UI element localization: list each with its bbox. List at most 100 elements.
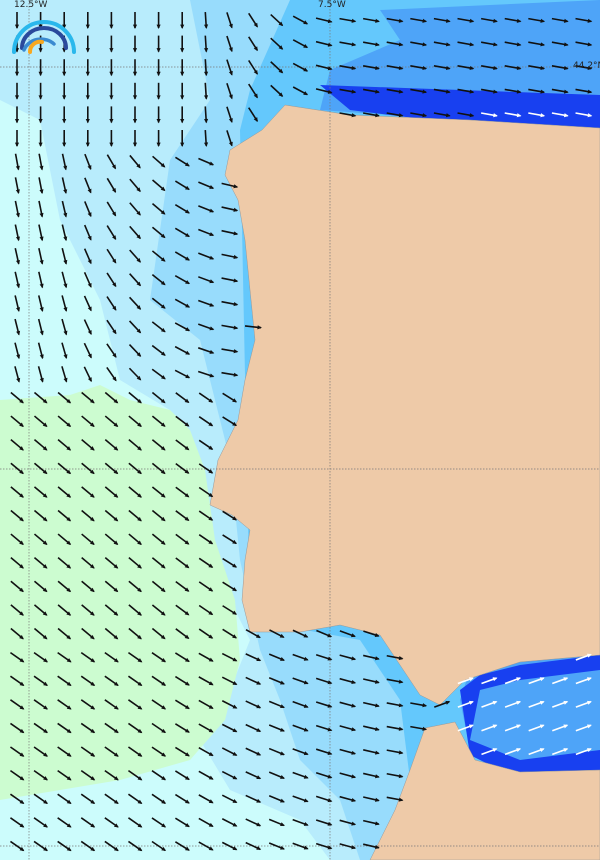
lat-label-top: 44.2°N [573,61,600,71]
wind-direction-arrow-icon [127,769,143,781]
wind-direction-arrow-icon [339,630,356,638]
wind-direction-arrow-icon [180,106,185,124]
wind-direction-arrow-icon [410,702,428,708]
wind-direction-arrow-icon [151,273,166,286]
wind-direction-arrow-icon [528,748,545,756]
wind-direction-arrow-icon [128,533,142,545]
wind-direction-arrow-icon [292,748,309,756]
wind-direction-arrow-icon [226,106,233,123]
wind-direction-arrow-icon [575,748,592,756]
wind-direction-arrow-icon [457,724,474,732]
wind-direction-arrow-icon [128,580,142,593]
wind-direction-arrow-icon [61,248,68,265]
wind-direction-arrow-icon [156,130,161,147]
wind-direction-arrow-icon [14,12,20,29]
wind-direction-arrow-icon [386,41,404,47]
wind-direction-arrow-icon [106,296,117,311]
wind-direction-arrow-icon [221,676,238,686]
wind-direction-arrow-icon [198,252,215,260]
wind-direction-arrow-icon [175,557,190,569]
wind-direction-arrow-icon [315,17,333,24]
wind-direction-arrow-icon [175,486,190,498]
wind-direction-arrow-icon [204,35,209,53]
wind-direction-arrow-icon [151,226,166,239]
wind-direction-arrow-icon [504,88,522,94]
wind-direction-arrow-icon [57,604,72,616]
wind-direction-arrow-icon [33,769,48,781]
wind-direction-arrow-icon [10,627,24,640]
wind-direction-arrow-icon [128,462,142,475]
wind-direction-arrow-icon [551,112,569,118]
wind-direction-arrow-icon [575,88,593,94]
wind-direction-arrow-icon [128,604,142,616]
wind-direction-arrow-icon [504,677,522,685]
wind-direction-arrow-icon [174,817,190,828]
wind-direction-arrow-icon [504,41,522,47]
wind-direction-arrow-icon [292,795,309,803]
wind-direction-arrow-icon [204,11,209,29]
wind-direction-arrow-icon [198,557,214,568]
wind-direction-arrow-icon [386,678,404,684]
wind-direction-arrow-icon [268,747,285,756]
wind-direction-arrow-icon [151,793,167,804]
wind-direction-arrow-icon [175,533,190,545]
wind-direction-arrow-icon [151,203,166,215]
wind-direction-arrow-icon [57,627,72,640]
wind-direction-arrow-icon [204,82,209,100]
wind-direction-arrow-icon [245,628,261,639]
wind-direction-arrow-icon [198,794,214,804]
wind-direction-arrow-icon [528,724,545,732]
wind-direction-arrow-icon [104,699,119,710]
wind-direction-arrow-icon [57,722,72,734]
wind-direction-arrow-icon [339,17,357,23]
wind-direction-arrow-icon [10,509,24,522]
wind-direction-arrow-icon [339,65,357,71]
wind-direction-arrow-icon [38,248,44,265]
wind-direction-arrow-icon [10,462,24,475]
wind-direction-arrow-icon [38,130,43,147]
wind-direction-arrow-icon [575,41,593,47]
africa-land [369,721,600,860]
wind-direction-arrow-icon [10,580,24,593]
wind-direction-arrow-icon [151,627,166,640]
wind-direction-arrow-icon [61,224,68,242]
wind-direction-arrow-icon [9,817,25,828]
wind-direction-arrow-icon [151,509,166,522]
wind-direction-arrow-icon [198,205,215,213]
wind-direction-arrow-icon [156,35,161,53]
wind-direction-arrow-icon [81,557,95,569]
wind-direction-arrow-icon [575,677,592,685]
wind-direction-arrow-icon [315,748,333,755]
wind-direction-arrow-icon [221,747,238,756]
wind-direction-arrow-icon [552,724,569,732]
wind-direction-arrow-icon [33,462,48,475]
wind-direction-arrow-icon [152,155,166,168]
wind-direction-arrow-icon [127,793,143,805]
wind-direction-arrow-icon [128,509,142,522]
wind-direction-arrow-icon [198,181,215,189]
wind-direction-arrow-icon [198,392,214,403]
iberia-land [209,104,600,706]
wind-direction-arrow-icon [33,817,48,828]
wind-direction-arrow-icon [528,41,546,47]
wind-direction-arrow-icon [62,106,67,124]
wind-direction-arrow-icon [552,700,569,708]
wind-direction-arrow-icon [84,201,92,218]
wind-direction-arrow-icon [81,439,95,451]
wind-direction-arrow-icon [245,771,262,780]
wind-direction-arrow-icon [363,819,380,826]
wind-direction-arrow-icon [221,348,239,354]
wind-direction-arrow-icon [151,533,166,545]
wind-direction-arrow-icon [174,746,190,757]
wind-direction-arrow-icon [151,557,166,569]
wind-direction-arrow-icon [504,700,522,708]
wind-direction-arrow-icon [480,88,498,94]
region-darkest-med [460,655,600,775]
wind-direction-arrow-icon [363,749,380,755]
wind-direction-arrow-icon [198,652,214,662]
wind-direction-arrow-icon [85,106,90,124]
wind-direction-arrow-icon [180,12,185,29]
wind-direction-arrow-icon [174,793,190,804]
wind-direction-arrow-icon [9,699,25,710]
